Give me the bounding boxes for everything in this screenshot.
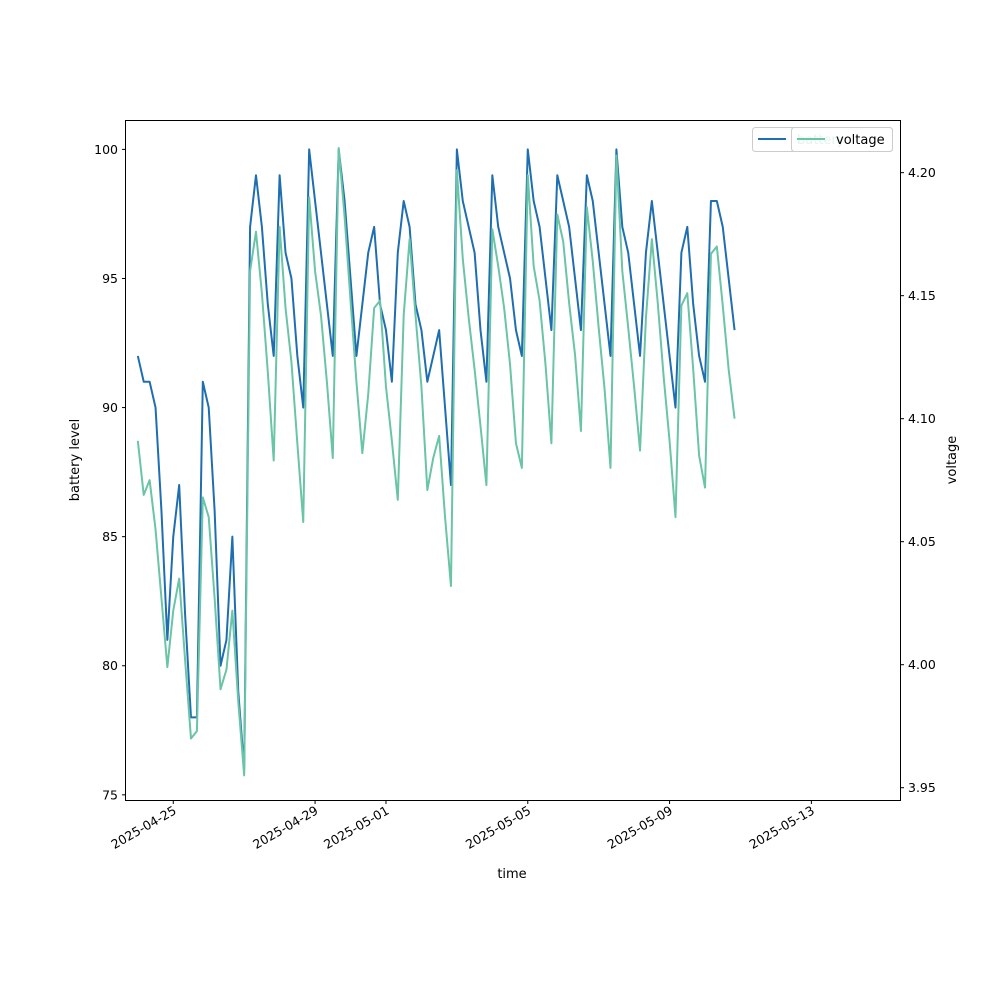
y-left-tick-label: 90 <box>102 400 118 415</box>
y-right-tick-label: 4.15 <box>908 288 936 303</box>
x-axis-label: time <box>497 867 526 882</box>
y-right-tick-label: 4.05 <box>908 534 936 549</box>
y-axis-right-ticks: 3.95 4.00 4.05 4.10 4.15 4.20 <box>900 165 936 795</box>
axes-frame <box>125 120 901 801</box>
series-line-voltage <box>136 147 736 777</box>
y-left-tick-label: 100 <box>94 142 118 157</box>
legend-voltage-label: voltage <box>836 133 885 148</box>
y-left-tick-label: 85 <box>102 529 118 544</box>
y-right-tick-label: 3.95 <box>908 780 936 795</box>
y-left-tick-label: 95 <box>102 271 118 286</box>
legend-voltage-box <box>791 127 893 152</box>
series-line-battery <box>136 148 736 771</box>
y-right-tick-label: 4.20 <box>908 165 936 180</box>
series-layer <box>136 147 736 777</box>
y-axis-left-ticks: 75 80 85 90 95 100 <box>94 142 126 802</box>
y-right-tick-label: 4.00 <box>908 657 936 672</box>
y-right-tick-label: 4.10 <box>908 411 936 426</box>
y-axis-right-label: voltage <box>945 436 960 485</box>
y-axis-left-label: battery level <box>68 419 83 502</box>
y-left-tick-label: 75 <box>102 787 118 802</box>
legend-voltage: voltage <box>791 127 893 152</box>
y-left-tick-label: 80 <box>102 658 118 673</box>
